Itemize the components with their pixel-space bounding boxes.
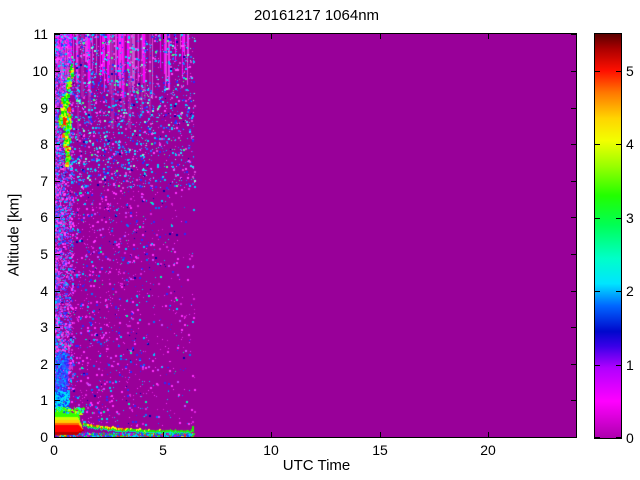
x-tick-label: 5 — [159, 442, 167, 458]
colorbar-tick-label: 0 — [626, 430, 634, 446]
colorbar-tick-right — [616, 71, 621, 72]
x-tick-top — [163, 34, 164, 39]
y-tick-right — [571, 327, 576, 328]
y-tick — [55, 437, 60, 438]
x-tick-label: 0 — [50, 442, 58, 458]
colorbar-tick-right — [616, 437, 621, 438]
y-tick-right — [571, 71, 576, 72]
y-tick-right — [571, 400, 576, 401]
x-tick-label: 15 — [372, 442, 388, 458]
y-tick — [55, 400, 60, 401]
x-tick — [54, 432, 55, 437]
y-tick — [55, 71, 60, 72]
y-tick-right — [571, 144, 576, 145]
colorbar-tick-right — [616, 365, 621, 366]
plot-area — [54, 33, 577, 438]
colorbar-tick-label: 5 — [626, 63, 634, 79]
y-tick — [55, 327, 60, 328]
colorbar-tick-right — [616, 291, 621, 292]
y-tick-label: 3 — [40, 319, 48, 335]
colorbar-tick — [595, 144, 600, 145]
colorbar-tick-right — [616, 218, 621, 219]
x-tick-top — [271, 34, 272, 39]
y-tick-right — [571, 364, 576, 365]
y-tick — [55, 34, 60, 35]
y-tick-label: 9 — [40, 100, 48, 116]
colorbar-tick-label: 3 — [626, 210, 634, 226]
y-tick-label: 5 — [40, 246, 48, 262]
x-axis-label: UTC Time — [282, 457, 351, 474]
heatmap-canvas — [55, 34, 576, 437]
y-tick-label: 6 — [40, 209, 48, 225]
y-tick-right — [571, 254, 576, 255]
chart-title: 20161217 1064nm — [253, 7, 380, 24]
y-tick-label: 1 — [40, 392, 48, 408]
y-tick-right — [571, 217, 576, 218]
y-tick-label: 4 — [40, 283, 48, 299]
y-tick-right — [571, 34, 576, 35]
y-tick-label: 7 — [40, 173, 48, 189]
y-tick-label: 10 — [32, 63, 48, 79]
colorbar-tick-label: 4 — [626, 136, 634, 152]
colorbar — [594, 33, 622, 439]
colorbar-tick — [595, 365, 600, 366]
colorbar-tick-right — [616, 144, 621, 145]
y-tick-label: 8 — [40, 136, 48, 152]
x-tick — [271, 432, 272, 437]
y-tick — [55, 181, 60, 182]
y-tick-label: 11 — [33, 26, 48, 42]
colorbar-gradient — [595, 34, 621, 438]
y-tick — [55, 254, 60, 255]
y-tick-label: 2 — [40, 356, 48, 372]
y-axis-label: Altitude [km] — [5, 193, 23, 277]
y-tick — [55, 217, 60, 218]
y-tick — [55, 291, 60, 292]
y-tick — [55, 108, 60, 109]
y-tick-right — [571, 291, 576, 292]
y-tick-label: 0 — [40, 429, 48, 445]
y-tick-right — [571, 108, 576, 109]
y-tick-right — [571, 181, 576, 182]
x-tick-top — [488, 34, 489, 39]
y-tick-right — [571, 437, 576, 438]
x-tick — [488, 432, 489, 437]
x-tick — [163, 432, 164, 437]
x-tick — [380, 432, 381, 437]
colorbar-tick — [595, 437, 600, 438]
colorbar-tick — [595, 291, 600, 292]
x-tick-label: 10 — [263, 442, 279, 458]
y-tick — [55, 364, 60, 365]
colorbar-tick — [595, 71, 600, 72]
x-tick-label: 20 — [480, 442, 496, 458]
colorbar-tick — [595, 218, 600, 219]
colorbar-tick-label: 2 — [626, 283, 634, 299]
colorbar-tick-label: 1 — [626, 357, 634, 373]
y-tick — [55, 144, 60, 145]
x-tick-top — [380, 34, 381, 39]
x-tick-top — [54, 34, 55, 39]
